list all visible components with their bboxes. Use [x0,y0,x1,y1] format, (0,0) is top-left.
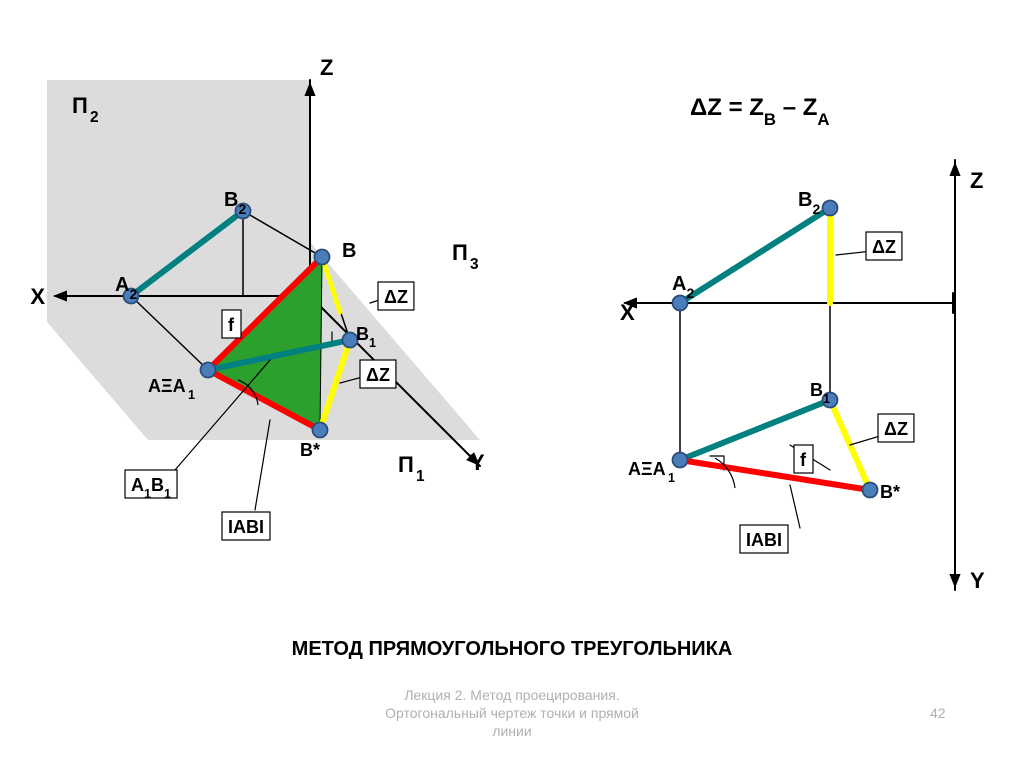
footer-line: Ортогональный чертеж точки и прямой [385,705,639,721]
svg-text:X: X [30,284,45,309]
svg-text:f: f [228,315,235,335]
svg-text:f: f [800,450,807,470]
svg-text:1: 1 [188,388,195,402]
footer-line: линии [492,723,531,739]
svg-text:Y: Y [470,450,485,475]
page-number: 42 [930,705,946,721]
svg-text:1: 1 [668,471,675,485]
svg-text:П: П [72,93,88,118]
svg-text:B2: B2 [798,189,820,217]
svg-text:ΔZ: ΔZ [872,237,896,257]
svg-text:ΙABΙ: ΙABΙ [746,530,782,550]
svg-text:2: 2 [90,109,99,126]
svg-text:B*: B* [880,482,900,502]
svg-text:ΙABΙ: ΙABΙ [228,517,264,537]
svg-text:AΞA: AΞA [148,376,186,396]
svg-text:ΔZ: ΔZ [384,287,408,307]
svg-text:AΞA: AΞA [628,459,666,479]
svg-text:П: П [398,452,414,477]
svg-text:3: 3 [470,256,479,273]
svg-text:B*: B* [300,440,320,460]
right-diagram: ZXYA2B2AΞA1B1B* [620,160,985,593]
svg-text:Y: Y [970,568,985,593]
svg-text:X: X [620,300,635,325]
svg-text:Z: Z [970,168,983,193]
svg-text:1: 1 [416,468,425,485]
svg-text:ΔZ: ΔZ [884,419,908,439]
left-diagram: П2П3П1ZXYA2B2BAΞA1B1B* [30,55,485,510]
svg-text:B: B [342,240,356,262]
diagram-title: МЕТОД ПРЯМОУГОЛЬНОГО ТРЕУГОЛЬНИКА [292,638,733,660]
footer-line: Лекция 2. Метод проецирования. [404,687,619,703]
svg-text:П: П [452,240,468,265]
svg-text:Z: Z [320,55,333,80]
svg-text:ΔZ: ΔZ [366,365,390,385]
formula: ΔZ = ZB – ZA [690,94,830,129]
